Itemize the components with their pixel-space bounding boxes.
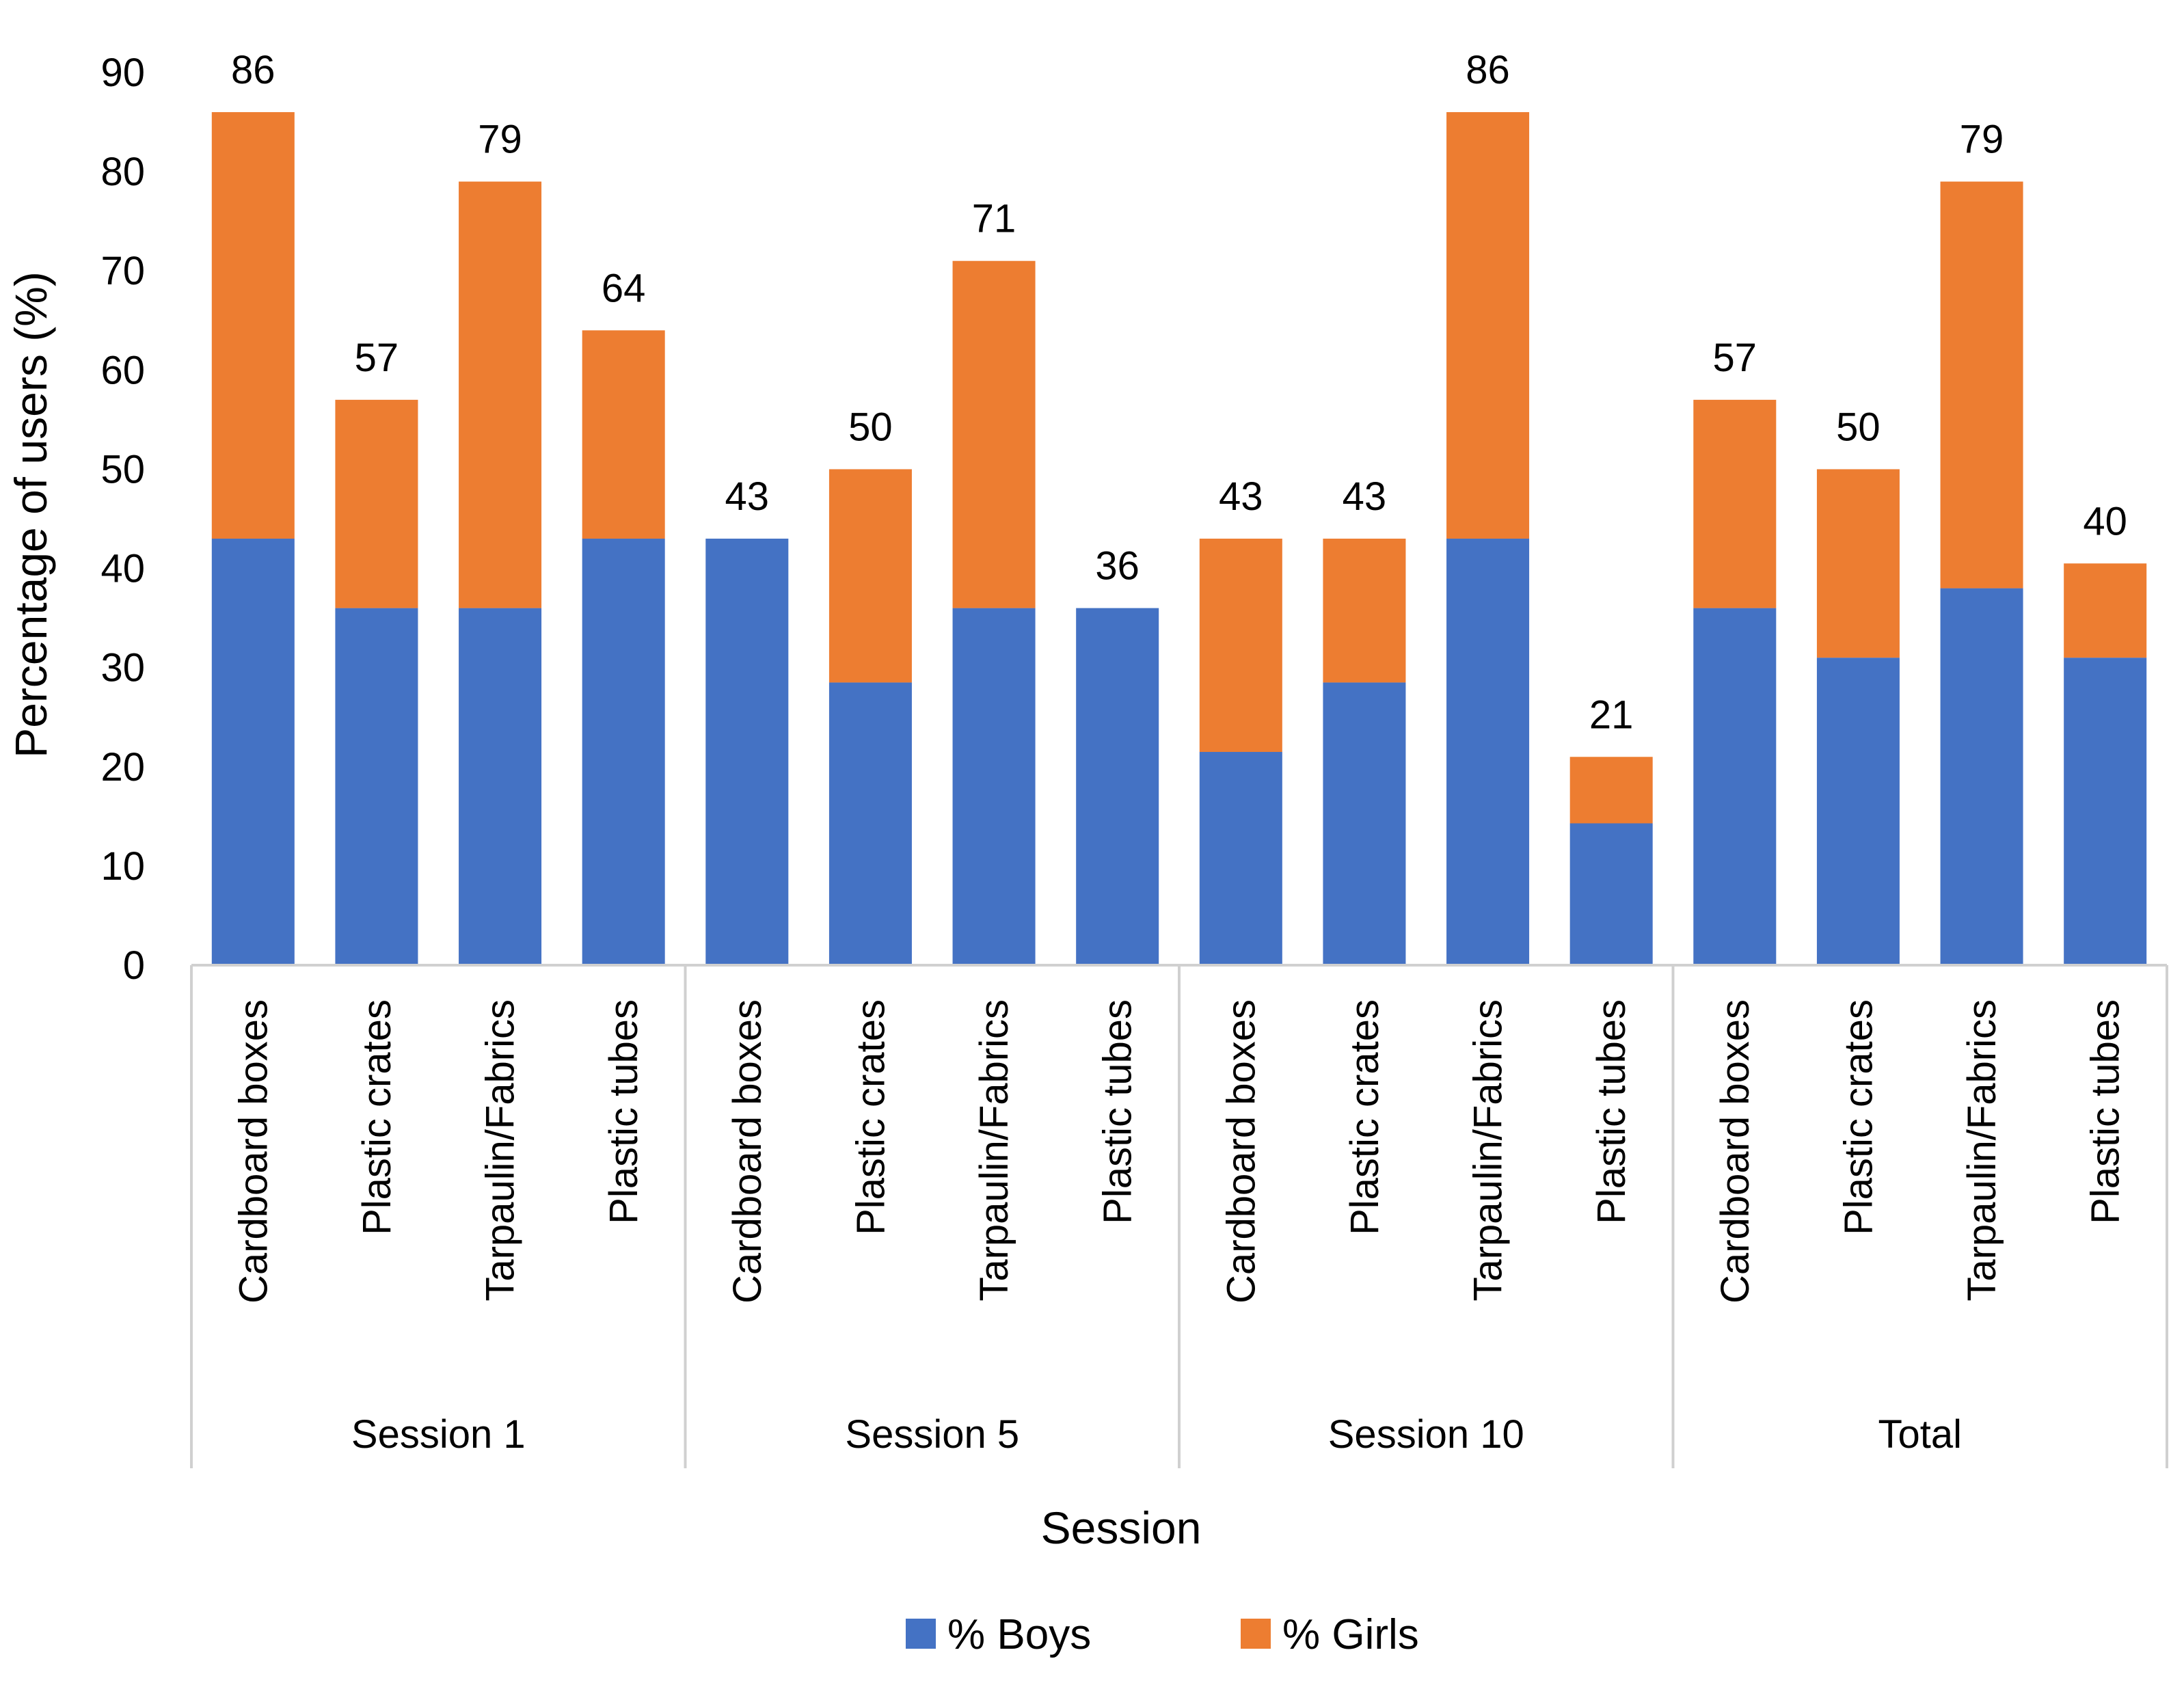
data-label-total: 36	[1095, 544, 1140, 589]
x-axis: Cardboard boxes Plastic crates Tarpaulin/F…	[190, 964, 2168, 1468]
x-category-label: Plastic crates	[848, 999, 893, 1235]
bar-girls	[459, 181, 542, 608]
bar-boys	[582, 539, 665, 965]
x-category-label: Plastic crates	[1343, 999, 1387, 1235]
y-tick-label: 50	[100, 447, 145, 491]
data-label-total: 71	[972, 197, 1016, 241]
data-label-total: 50	[848, 405, 893, 449]
y-axis-title: Percentage of users (%)	[5, 271, 56, 758]
bar-boys	[1199, 752, 1282, 965]
bar-girls	[1569, 757, 1653, 824]
bar-boys	[335, 608, 418, 965]
x-group-label: Session 1	[351, 1412, 526, 1457]
data-label-total: 43	[1219, 474, 1263, 519]
bar-boys	[211, 539, 295, 965]
data-label-total: 57	[355, 336, 399, 380]
bar-girls	[952, 260, 1036, 608]
bar-girls	[1199, 539, 1282, 753]
bar-girls	[1816, 469, 1900, 658]
bar-boys	[1940, 588, 2023, 965]
bar-boys	[705, 539, 789, 965]
y-tick-label: 40	[100, 547, 145, 591]
data-label-total: 43	[725, 474, 770, 519]
bar-boys	[1569, 823, 1653, 965]
x-category-label: Tarpaulin/Fabrics	[1466, 999, 1511, 1301]
bar-boys	[1076, 608, 1159, 965]
data-label-total: 21	[1589, 692, 1634, 737]
x-category-label: Cardboard boxes	[231, 999, 275, 1304]
y-tick-label: 30	[100, 646, 145, 690]
x-category-label: Tarpaulin/Fabrics	[478, 999, 523, 1301]
bar-boys	[1323, 682, 1406, 965]
x-category-label: Cardboard boxes	[1219, 999, 1263, 1304]
bar-girls	[1940, 181, 2023, 589]
bar-girls	[828, 469, 912, 683]
y-tick-label: 0	[123, 943, 145, 988]
x-category-label: Cardboard boxes	[1713, 999, 1757, 1304]
data-label-total: 57	[1713, 336, 1757, 380]
data-label-total: 43	[1343, 474, 1387, 519]
y-tick-label: 10	[100, 844, 145, 889]
x-category-label: Tarpaulin/Fabrics	[972, 999, 1016, 1301]
data-label-total: 79	[478, 118, 522, 162]
data-label-total: 79	[1960, 118, 2004, 162]
x-category-label: Cardboard boxes	[725, 999, 770, 1304]
bar-girls	[1446, 112, 1530, 539]
data-label-total: 64	[602, 266, 646, 310]
y-tick-label: 70	[100, 249, 145, 293]
bar-girls	[335, 399, 418, 608]
legend-label-boys: % Boys	[947, 1611, 1091, 1658]
x-category-label: Plastic tubes	[2084, 999, 2128, 1224]
bar-girls	[211, 112, 295, 539]
bar-boys	[459, 608, 542, 965]
y-tick-label: 20	[100, 745, 145, 789]
x-group-label: Session 5	[845, 1412, 1019, 1457]
data-label-total: 50	[1836, 405, 1880, 449]
legend-swatch-boys	[906, 1619, 936, 1649]
legend-label-girls: % Girls	[1282, 1611, 1419, 1658]
bar-girls	[1323, 539, 1406, 683]
legend-swatch-girls	[1241, 1619, 1271, 1649]
bar-boys	[2064, 658, 2147, 965]
x-category-label: Plastic tubes	[1096, 999, 1140, 1224]
bar-boys	[1693, 608, 1777, 965]
bar-boys	[1816, 658, 1900, 965]
bar-boys	[1446, 539, 1530, 965]
x-group-label: Session 10	[1328, 1412, 1524, 1457]
y-axis: 0 10 20 30 40 50 60 70 80 90	[100, 51, 145, 988]
legend: % Boys % Girls	[906, 1611, 1419, 1658]
x-category-label: Tarpaulin/Fabrics	[1960, 999, 2004, 1301]
data-label-total: 86	[231, 48, 275, 92]
data-labels: 86 57 79 64 43 50 71 36 43 43 86 21 57 50 79 40	[231, 48, 2127, 737]
bars	[211, 112, 2147, 965]
bar-girls	[2064, 563, 2147, 658]
data-label-total: 86	[1466, 48, 1510, 92]
x-category-label: Plastic crates	[1836, 999, 1880, 1235]
x-category-label: Plastic tubes	[602, 999, 646, 1224]
x-group-label: Total	[1878, 1412, 1962, 1457]
x-category-label: Plastic crates	[355, 999, 399, 1235]
x-category-label: Plastic tubes	[1589, 999, 1634, 1224]
bar-boys	[952, 608, 1036, 965]
data-label-total: 40	[2083, 499, 2127, 543]
bar-girls	[1693, 399, 1777, 608]
bar-boys	[828, 682, 912, 965]
x-axis-title: Session	[1041, 1502, 1202, 1553]
y-tick-label: 90	[100, 51, 145, 95]
y-tick-label: 60	[100, 348, 145, 392]
y-tick-label: 80	[100, 150, 145, 194]
bar-girls	[582, 330, 665, 539]
